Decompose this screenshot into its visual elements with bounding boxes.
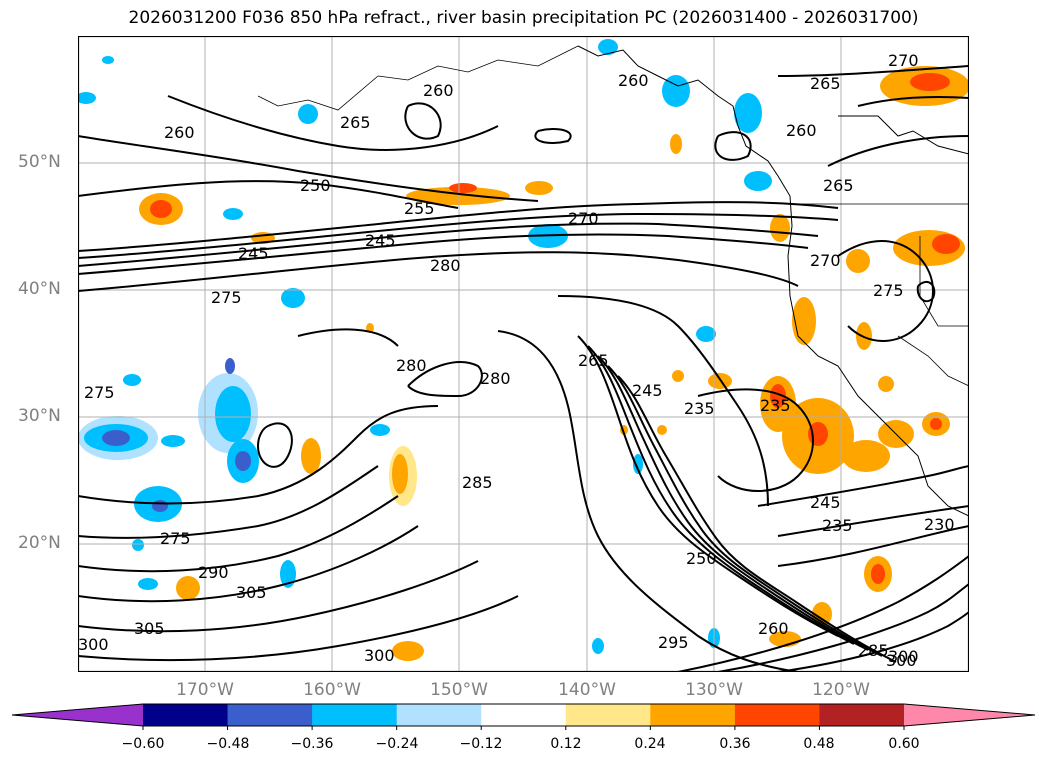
colorbar-tick-label: 0.24	[634, 736, 666, 752]
colorbar-extend-low	[12, 704, 143, 726]
contour-label: 270	[810, 251, 841, 270]
lon-label-120w: 120°W	[812, 680, 870, 700]
contour-label: 250	[686, 549, 717, 568]
refractivity-contours	[78, 65, 969, 672]
colorbar-segment	[312, 704, 398, 726]
colorbar-tick-label: −0.12	[459, 736, 503, 752]
contour-label: 305	[236, 583, 267, 602]
colorbar-segment	[819, 704, 905, 726]
contour-label: 285	[462, 473, 493, 492]
contour-label: 270	[888, 51, 919, 70]
colorbar-tick-label: −0.36	[290, 736, 334, 752]
colorbar-segments	[11, 703, 1036, 727]
contour-labels: 270 265 260 260 265 260 265 260 250 255 …	[78, 51, 955, 670]
colorbar-segment	[565, 704, 651, 726]
contour-label: 245	[238, 244, 269, 263]
contour-label: 260	[164, 123, 195, 142]
lon-label-170w: 170°W	[176, 680, 234, 700]
contour-label: 280	[430, 256, 461, 275]
colorbar-segment	[396, 704, 482, 726]
graticule	[78, 36, 969, 672]
colorbar-tick-label: 0.12	[550, 736, 582, 752]
contour-label: 265	[823, 176, 854, 195]
colorbar-tick-label: −0.60	[121, 736, 165, 752]
contour-label: 275	[84, 383, 115, 402]
contour-label: 260	[758, 619, 789, 638]
colorbar-segment	[143, 704, 229, 726]
contour-label: 235	[760, 396, 791, 415]
contour-label: 245	[810, 493, 841, 512]
contour-label: 285	[858, 641, 889, 660]
contour-label: 245	[365, 231, 396, 250]
contour-label: 235	[822, 516, 853, 535]
lat-label-40n: 40°N	[18, 279, 61, 299]
contour-label: 305	[134, 619, 165, 638]
contour-label: 250	[300, 176, 331, 195]
map-canvas: 270 265 260 260 265 260 265 260 250 255 …	[78, 36, 969, 672]
contour-label: 275	[160, 529, 191, 548]
contour-label: 260	[423, 81, 454, 100]
lat-label-20n: 20°N	[18, 533, 61, 553]
colorbar-segment	[227, 704, 313, 726]
contour-label: 265	[810, 74, 841, 93]
contour-label: 300	[888, 647, 919, 666]
contour-label: 290	[198, 563, 229, 582]
map-frame: 270 265 260 260 265 260 265 260 250 255 …	[78, 36, 969, 672]
contour-label: 275	[873, 281, 904, 300]
lon-label-150w: 150°W	[430, 680, 488, 700]
contour-label: 245	[632, 381, 663, 400]
colorbar-tick-label: 0.36	[719, 736, 751, 752]
lat-label-30n: 30°N	[18, 406, 61, 426]
contour-label: 260	[786, 121, 817, 140]
colorbar-tick-label: −0.24	[375, 736, 419, 752]
contour-label: 275	[211, 288, 242, 307]
map-title: 2026031200 F036 850 hPa refract., river …	[128, 8, 919, 28]
contour-label: 260	[618, 71, 649, 90]
contour-label: 265	[340, 113, 371, 132]
colorbar-segment	[734, 704, 820, 726]
colorbar	[11, 703, 1036, 730]
colorbar-tick-label: 0.60	[888, 736, 920, 752]
contour-label: 295	[658, 633, 689, 652]
lon-label-130w: 130°W	[685, 680, 743, 700]
colorbar-segment	[650, 704, 736, 726]
contour-label: 300	[364, 646, 395, 665]
lon-label-140w: 140°W	[558, 680, 616, 700]
contour-label: 280	[396, 356, 427, 375]
colorbar-segment	[481, 704, 567, 726]
colorbar-extend-high	[904, 704, 1035, 726]
lon-label-160w: 160°W	[303, 680, 361, 700]
contour-label: 300	[78, 635, 109, 654]
lat-label-50n: 50°N	[18, 152, 61, 172]
contour-label: 280	[480, 369, 511, 388]
contour-label: 270	[568, 209, 599, 228]
coastlines	[257, 45, 969, 517]
colorbar-tick-label: 0.48	[803, 736, 835, 752]
contour-label: 265	[578, 351, 609, 370]
colorbar-tick-label: −0.48	[206, 736, 250, 752]
colorbar-tick-marks	[142, 726, 905, 730]
contour-label: 230	[924, 515, 955, 534]
contour-label: 235	[684, 399, 715, 418]
map-border	[78, 36, 969, 672]
contour-label: 255	[404, 199, 435, 218]
contour-label: 300	[886, 651, 917, 670]
